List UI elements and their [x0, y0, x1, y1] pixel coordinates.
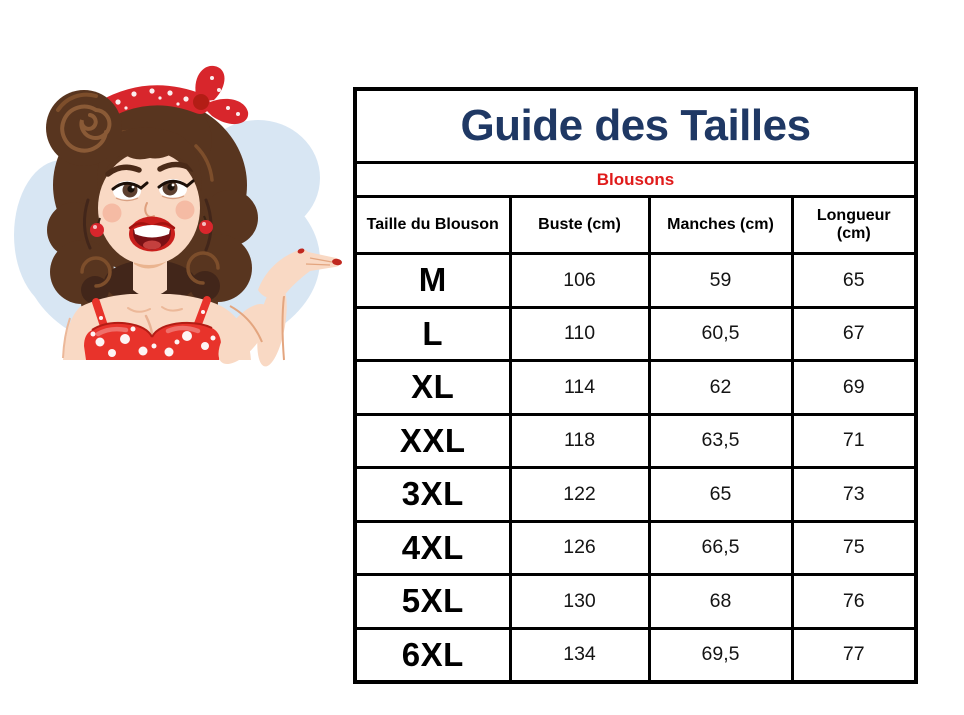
fingernail [332, 258, 342, 266]
longueur-value: 75 [790, 519, 918, 576]
table-row: XL 114 62 69 [353, 359, 918, 416]
size-label: 6XL [353, 626, 512, 683]
cherry-earrings [90, 215, 213, 237]
size-label: L [353, 305, 512, 362]
hair-bun [46, 90, 122, 166]
blush-right [175, 200, 195, 220]
presenting-arm [218, 248, 342, 367]
manches-value: 68 [647, 573, 794, 630]
longueur-value: 73 [790, 466, 918, 523]
size-label: XL [353, 359, 512, 416]
buste-value: 106 [508, 252, 651, 309]
size-label: 3XL [353, 466, 512, 523]
buste-value: 126 [508, 519, 651, 576]
column-header-buste: Buste (cm) [508, 195, 651, 255]
manches-value: 62 [647, 359, 794, 416]
header-row: Taille du Blouson Buste (cm) Manches (cm… [353, 195, 918, 255]
blush-left [102, 203, 122, 223]
size-label: M [353, 252, 512, 309]
thumbnail [297, 248, 305, 254]
column-header-size: Taille du Blouson [353, 195, 512, 255]
manches-value: 65 [647, 466, 794, 523]
table-row: 5XL 130 68 76 [353, 573, 918, 630]
manches-value: 69,5 [647, 626, 794, 683]
size-label: 5XL [353, 573, 512, 630]
manches-value: 63,5 [647, 412, 794, 469]
size-label: XXL [353, 412, 512, 469]
pinup-woman-illustration [14, 65, 342, 367]
face [98, 151, 200, 265]
eyebrow-right [157, 161, 195, 172]
longueur-value: 76 [790, 573, 918, 630]
column-header-manches: Manches (cm) [647, 195, 794, 255]
table-row: 4XL 126 66,5 75 [353, 519, 918, 576]
longueur-value: 69 [790, 359, 918, 416]
size-label: 4XL [353, 519, 512, 576]
table-row: M 106 59 65 [353, 252, 918, 309]
buste-value: 130 [508, 573, 651, 630]
buste-value: 114 [508, 359, 651, 416]
buste-value: 122 [508, 466, 651, 523]
eyebrow-left [105, 164, 142, 177]
table-title: Guide des Tailles [353, 87, 918, 164]
manches-value: 66,5 [647, 519, 794, 576]
hair-front [97, 127, 202, 192]
buste-value: 110 [508, 305, 651, 362]
table-row: 6XL 134 69,5 77 [353, 626, 918, 683]
size-guide-table: Guide des Tailles Blousons Taille du Blo… [353, 87, 919, 684]
bandana-bow [193, 65, 249, 125]
mouth [128, 216, 176, 252]
longueur-value: 77 [790, 626, 918, 683]
table-row: L 110 60,5 67 [353, 305, 918, 362]
buste-value: 118 [508, 412, 651, 469]
polka-dot-top [84, 296, 221, 360]
table-row: 3XL 122 65 73 [353, 466, 918, 523]
table-row: XXL 118 63,5 71 [353, 412, 918, 469]
longueur-value: 71 [790, 412, 918, 469]
buste-value: 134 [508, 626, 651, 683]
manches-value: 60,5 [647, 305, 794, 362]
longueur-value: 65 [790, 252, 918, 309]
manches-value: 59 [647, 252, 794, 309]
eyes [111, 179, 195, 202]
category-label: Blousons [353, 161, 918, 198]
longueur-value: 67 [790, 305, 918, 362]
column-header-longueur: Longueur (cm) [790, 195, 918, 255]
